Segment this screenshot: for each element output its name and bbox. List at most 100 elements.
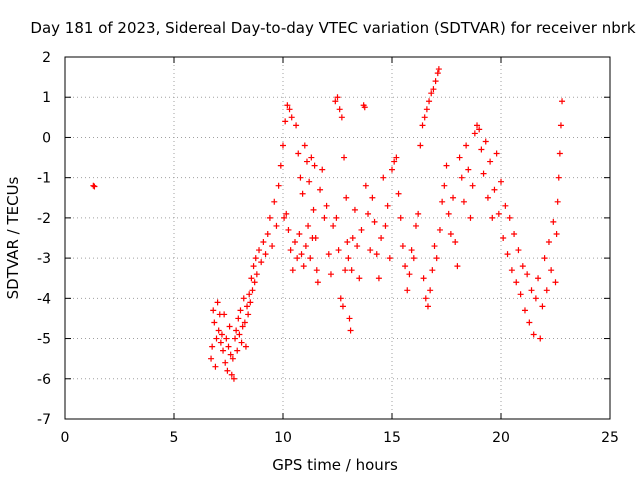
data-point — [421, 114, 428, 121]
data-point — [408, 247, 415, 254]
data-point — [557, 122, 564, 129]
y-tick-label: 1 — [42, 90, 51, 106]
data-point — [307, 255, 314, 262]
data-point — [463, 142, 470, 149]
data-point — [339, 303, 346, 310]
data-point — [237, 307, 244, 314]
data-point — [504, 251, 511, 258]
data-point — [281, 214, 288, 221]
data-point — [351, 206, 358, 213]
data-point — [220, 347, 227, 354]
data-point — [250, 263, 257, 270]
data-point — [342, 267, 349, 274]
data-point — [498, 178, 504, 185]
data-point — [371, 218, 378, 225]
y-tick-label: -7 — [37, 412, 51, 428]
data-point — [399, 243, 406, 250]
data-point — [432, 78, 439, 85]
data-point — [240, 295, 247, 302]
data-point — [373, 251, 380, 258]
data-point — [397, 214, 404, 221]
data-point — [528, 287, 535, 294]
x-tick-label: 25 — [601, 430, 619, 446]
data-point — [285, 226, 292, 233]
data-point — [423, 106, 430, 113]
data-point — [511, 230, 518, 237]
data-point — [500, 235, 507, 241]
y-tick-label: -1 — [37, 171, 51, 187]
data-point — [517, 291, 524, 298]
data-point — [303, 158, 310, 165]
data-point — [502, 202, 509, 209]
data-point — [433, 255, 440, 262]
data-point — [452, 239, 459, 246]
data-point — [436, 226, 443, 233]
data-point — [484, 194, 491, 201]
data-point — [253, 271, 260, 278]
data-point — [341, 154, 348, 161]
data-point — [334, 94, 341, 101]
data-point — [314, 279, 321, 286]
data-point — [526, 319, 533, 326]
data-point — [428, 90, 435, 97]
data-point — [417, 142, 424, 149]
data-point — [289, 267, 296, 274]
data-point — [300, 263, 307, 270]
axis-ticks — [64, 56, 611, 420]
data-point — [312, 235, 319, 241]
data-point — [333, 214, 340, 221]
data-point — [308, 154, 315, 161]
data-point — [226, 323, 233, 330]
plot-frame — [64, 56, 611, 420]
data-point — [266, 214, 273, 221]
data-point — [299, 190, 306, 197]
data-point — [548, 267, 555, 274]
data-point — [283, 210, 290, 217]
data-point — [447, 230, 454, 237]
data-point — [323, 202, 330, 209]
data-point — [426, 98, 433, 105]
y-tick-label: -3 — [37, 251, 51, 267]
data-point — [224, 367, 231, 374]
data-point — [559, 98, 566, 105]
data-point — [215, 327, 222, 334]
data-point — [210, 307, 217, 314]
data-points — [90, 66, 566, 382]
data-point — [262, 251, 269, 258]
data-point — [228, 371, 235, 378]
data-point — [295, 150, 302, 157]
data-point — [391, 158, 398, 165]
x-tick-label: 0 — [61, 430, 70, 446]
data-point — [439, 198, 446, 205]
data-point — [555, 174, 562, 181]
data-point — [535, 275, 542, 282]
data-point — [305, 222, 312, 229]
data-point — [541, 255, 548, 262]
y-tick-label: -6 — [37, 372, 51, 388]
data-point — [422, 295, 429, 302]
data-point — [306, 178, 313, 185]
data-point — [415, 210, 422, 217]
data-point — [378, 235, 385, 241]
data-point — [286, 106, 293, 113]
data-point — [298, 251, 305, 258]
y-axis-label: SDTVAR / TECUs — [4, 176, 22, 299]
data-point — [294, 255, 301, 262]
data-point — [213, 335, 220, 342]
data-point — [465, 166, 472, 173]
data-point — [389, 166, 395, 173]
data-point — [227, 351, 234, 358]
data-point — [209, 343, 216, 350]
data-point — [393, 154, 400, 161]
data-point — [242, 343, 249, 350]
chart-title: Day 181 of 2023, Sidereal Day-to-day VTE… — [30, 19, 635, 37]
data-point — [435, 66, 442, 73]
data-point — [258, 259, 265, 266]
data-point — [256, 247, 263, 254]
data-point — [208, 355, 215, 362]
data-point — [386, 255, 393, 262]
data-point — [347, 327, 354, 334]
data-point — [233, 327, 240, 334]
data-point — [537, 335, 544, 342]
data-point — [249, 287, 256, 294]
